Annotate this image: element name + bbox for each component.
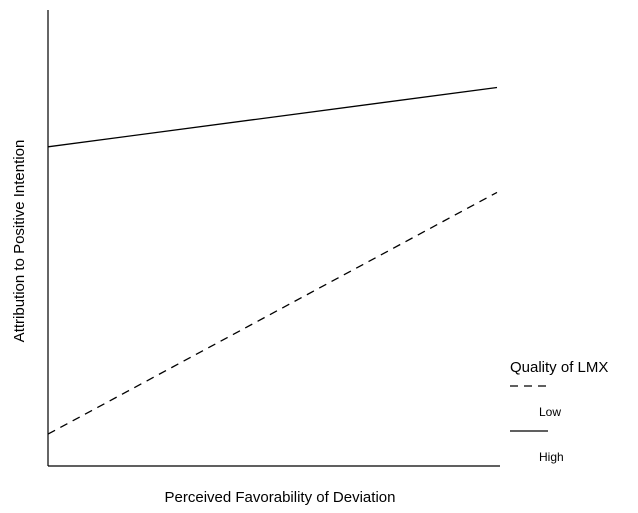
series-layer — [47, 86, 498, 435]
legend-label-high: High — [539, 450, 564, 464]
series-line-high — [47, 86, 498, 148]
x-axis-title: Perceived Favorability of Deviation — [165, 489, 396, 506]
legend-title: Quality of LMX — [510, 359, 608, 376]
legend: Quality of LMX Low High — [510, 359, 608, 464]
series-line-low — [47, 191, 498, 435]
legend-label-low: Low — [539, 405, 561, 419]
y-axis-title: Attribution to Positive Intention — [11, 140, 28, 343]
